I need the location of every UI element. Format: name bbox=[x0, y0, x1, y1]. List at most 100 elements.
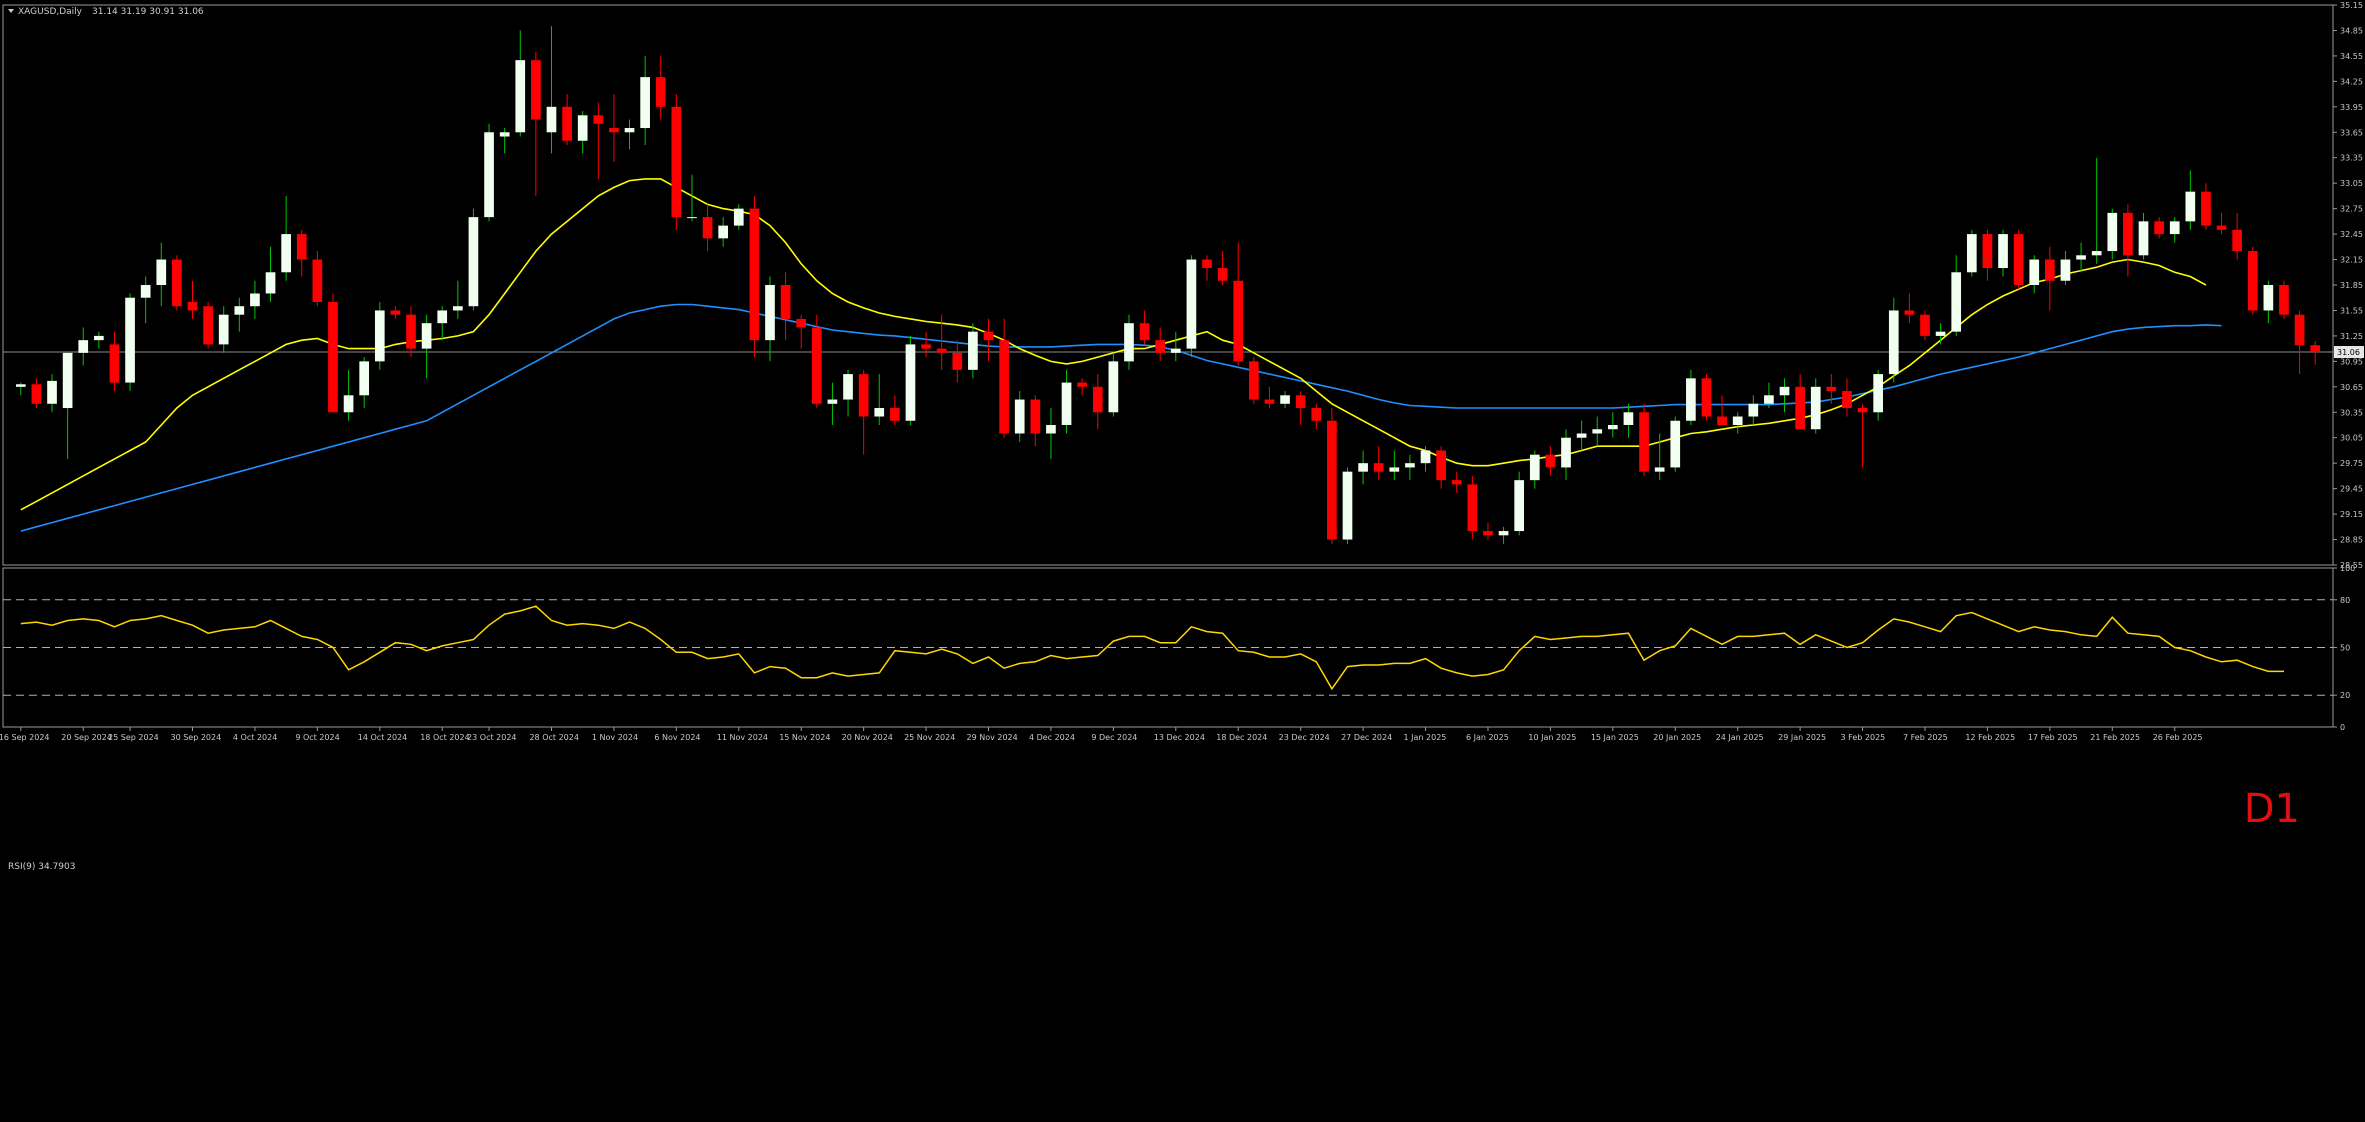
date-tick-label: 6 Nov 2024 bbox=[654, 733, 700, 742]
price-tick-label: 35.15 bbox=[2340, 1, 2363, 10]
candle-body bbox=[187, 301, 198, 311]
candle-body bbox=[31, 384, 42, 404]
date-tick-label: 15 Nov 2024 bbox=[779, 733, 830, 742]
price-tick-label: 30.65 bbox=[2340, 383, 2363, 392]
ohlc-readout: 31.14 31.19 30.91 31.06 bbox=[92, 7, 204, 17]
candle-body bbox=[1764, 395, 1774, 404]
candle-body bbox=[624, 128, 635, 133]
candle-body bbox=[234, 306, 245, 315]
candle-body bbox=[1389, 467, 1400, 472]
candle-body bbox=[1311, 408, 1322, 421]
candle-body bbox=[936, 348, 947, 353]
candle-body bbox=[1264, 399, 1275, 404]
candle-body bbox=[109, 344, 120, 383]
candle-body bbox=[265, 272, 276, 294]
candle-body bbox=[1842, 391, 1852, 409]
candle-body bbox=[562, 106, 572, 141]
date-tick-label: 9 Dec 2024 bbox=[1091, 733, 1137, 742]
candle-body bbox=[468, 217, 479, 307]
candle-body bbox=[1483, 531, 1493, 536]
date-tick-label: 1 Nov 2024 bbox=[592, 733, 638, 742]
collapse-triangle-icon[interactable] bbox=[8, 9, 14, 13]
candle-body bbox=[1935, 331, 1946, 336]
candle-body bbox=[1857, 408, 1868, 413]
date-tick-label: 9 Oct 2024 bbox=[295, 733, 339, 742]
candle-body bbox=[1701, 378, 1712, 417]
date-tick-label: 21 Feb 2025 bbox=[2090, 733, 2140, 742]
candle-body bbox=[1327, 420, 1337, 540]
price-tick-label: 28.55 bbox=[2340, 561, 2363, 570]
candle-body bbox=[1155, 340, 1166, 353]
price-tick-label: 32.45 bbox=[2340, 230, 2363, 239]
price-tick-label: 29.75 bbox=[2340, 459, 2363, 468]
candle-body bbox=[2013, 234, 2024, 285]
date-tick-label: 16 Sep 2024 bbox=[0, 733, 50, 742]
candle-body bbox=[858, 374, 869, 417]
candle-body bbox=[2029, 259, 2040, 285]
candle-body bbox=[156, 259, 167, 285]
candle-body bbox=[1139, 323, 1150, 341]
candle-body bbox=[1686, 378, 1696, 421]
candle-body bbox=[843, 374, 853, 400]
current-price-tag bbox=[2334, 346, 2364, 359]
candle-body bbox=[2076, 255, 2086, 260]
candle-body bbox=[218, 314, 229, 345]
candle-body bbox=[811, 327, 822, 404]
candle-body bbox=[2185, 191, 2196, 222]
candle-body bbox=[1670, 420, 1681, 468]
candle-body bbox=[1982, 234, 1993, 269]
candle-body bbox=[406, 314, 416, 349]
candle-body bbox=[531, 60, 541, 120]
candle-body bbox=[1295, 395, 1306, 409]
candle-body bbox=[640, 77, 650, 129]
candle-body bbox=[1654, 467, 1665, 472]
candle-body bbox=[281, 234, 291, 273]
price-tick-label: 33.65 bbox=[2340, 128, 2363, 137]
candle-body bbox=[484, 132, 494, 218]
rsi-tick-label: 100 bbox=[2340, 564, 2355, 573]
candle-body bbox=[2154, 221, 2164, 235]
candle-body bbox=[2091, 251, 2102, 256]
candle-body bbox=[1108, 361, 1119, 413]
price-tick-label: 28.85 bbox=[2340, 536, 2363, 545]
price-tick-label: 30.95 bbox=[2340, 357, 2363, 366]
candle-body bbox=[890, 408, 900, 421]
candle-body bbox=[577, 115, 588, 141]
date-tick-label: 23 Oct 2024 bbox=[467, 733, 516, 742]
candle-body bbox=[390, 310, 401, 315]
candle-body bbox=[2123, 212, 2133, 256]
chart-header: XAGUSD,Daily 31.14 31.19 30.91 31.06 bbox=[8, 7, 204, 17]
candle-body bbox=[1061, 382, 1072, 425]
date-tick-label: 15 Jan 2025 bbox=[1591, 733, 1639, 742]
date-tick-label: 20 Nov 2024 bbox=[842, 733, 893, 742]
moving-average-slow-line bbox=[20, 303, 2222, 532]
candle-body bbox=[905, 344, 916, 421]
date-tick-label: 23 Dec 2024 bbox=[1279, 733, 1330, 742]
candle-body bbox=[2310, 345, 2321, 353]
date-tick-label: 29 Jan 2025 bbox=[1778, 733, 1826, 742]
candle-body bbox=[1810, 386, 1821, 430]
candle-body bbox=[999, 340, 1009, 434]
candle-body bbox=[1030, 399, 1041, 434]
candle-body bbox=[1576, 433, 1587, 438]
candle-body bbox=[1748, 403, 1759, 417]
date-tick-label: 14 Oct 2024 bbox=[358, 733, 407, 742]
candle-body bbox=[1124, 323, 1134, 362]
price-tick-label: 31.25 bbox=[2340, 332, 2363, 341]
price-tick-label: 34.85 bbox=[2340, 26, 2363, 35]
candle-body bbox=[2294, 314, 2305, 346]
candle-body bbox=[1873, 374, 1884, 413]
candle-body bbox=[1092, 386, 1103, 413]
candle-body bbox=[1014, 399, 1025, 434]
candle-body bbox=[1249, 361, 1259, 400]
candle-body bbox=[1358, 463, 1368, 472]
candle-body bbox=[655, 77, 666, 107]
date-tick-label: 12 Feb 2025 bbox=[1965, 733, 2015, 742]
candle-body bbox=[312, 259, 323, 302]
candle-body bbox=[1077, 382, 1087, 387]
date-tick-label: 29 Nov 2024 bbox=[967, 733, 1018, 742]
candle-body bbox=[780, 285, 791, 319]
candle-body bbox=[140, 285, 151, 298]
candle-body bbox=[2138, 221, 2149, 256]
